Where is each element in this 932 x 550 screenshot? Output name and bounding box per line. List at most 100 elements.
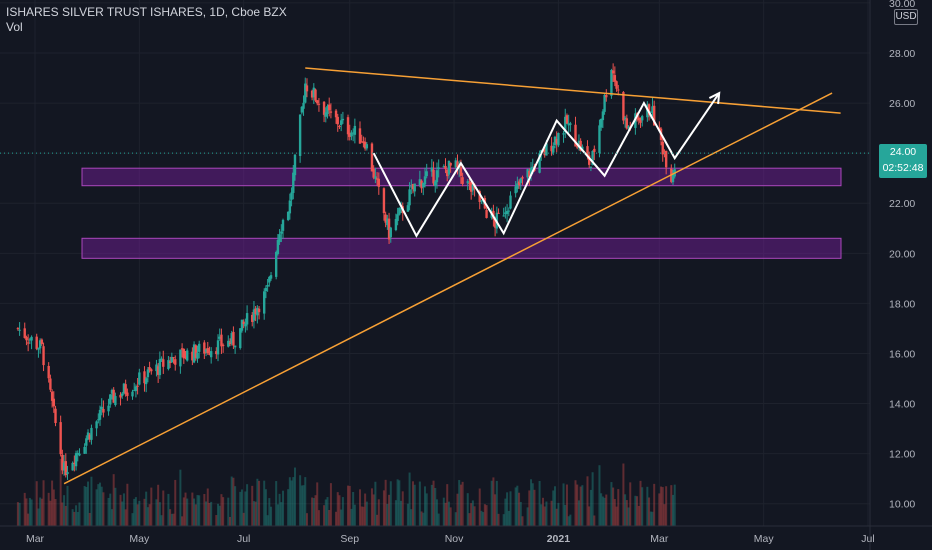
volume-bar	[526, 507, 529, 526]
candle-body	[564, 116, 567, 132]
volume-bar	[302, 485, 305, 526]
trendline[interactable]	[63, 92, 833, 485]
volume-bar	[158, 502, 161, 526]
candle-body	[567, 123, 570, 126]
trendlines	[63, 67, 841, 485]
volume-bar	[613, 499, 616, 526]
time-tick-label: Jul	[237, 533, 250, 545]
volume-bar	[288, 477, 291, 526]
volume-bar	[198, 495, 201, 526]
currency-label[interactable]: USD	[894, 9, 918, 25]
candle-body	[471, 184, 475, 191]
candle-body	[485, 210, 488, 218]
zigzag-pattern[interactable]	[372, 92, 721, 238]
volume-bar	[193, 498, 196, 526]
candle-body	[148, 367, 151, 370]
candle-body	[179, 349, 182, 367]
volume-bar	[95, 489, 98, 526]
candle-body	[386, 218, 389, 226]
candle-body	[167, 360, 170, 370]
volume-bar	[276, 504, 279, 526]
volume-bar	[268, 498, 271, 526]
volume-bar	[574, 480, 577, 526]
volume-bar	[555, 508, 558, 526]
volume-bar	[396, 479, 399, 526]
volume-bar	[186, 498, 189, 526]
volume-bar	[266, 515, 269, 526]
volume-bar	[270, 506, 273, 526]
candle-body	[254, 308, 257, 315]
candle-body	[326, 105, 329, 115]
volume-bar	[39, 497, 42, 526]
volume-bar	[191, 492, 194, 526]
support-zone[interactable]	[81, 237, 842, 259]
volume-bar	[314, 495, 317, 526]
candle-body	[83, 446, 86, 454]
volume-bar	[215, 515, 218, 526]
volume-bar	[352, 491, 355, 526]
candle-body	[232, 331, 235, 346]
candle-body	[336, 116, 339, 125]
volume-bar	[87, 481, 90, 526]
candle-body	[569, 123, 572, 125]
candle-body	[274, 252, 278, 277]
trendline[interactable]	[305, 67, 841, 114]
candle-body	[288, 200, 292, 214]
volume-bar	[466, 493, 469, 526]
volume-bar	[461, 481, 464, 526]
volume-bar	[18, 502, 21, 526]
volume-bar	[653, 483, 656, 526]
current-price: 24.00	[889, 146, 917, 159]
volume-bar	[30, 499, 33, 526]
candle-body	[324, 112, 327, 117]
candle-body	[410, 186, 413, 188]
candle-body	[528, 171, 531, 177]
volume-bar	[126, 483, 129, 526]
candle-body	[23, 328, 26, 338]
candle-body	[610, 70, 613, 96]
volume-bar	[136, 504, 139, 526]
candle-body	[245, 313, 249, 325]
candle-body	[469, 181, 473, 192]
candle-body	[360, 141, 363, 143]
candle-body	[312, 87, 316, 98]
volume-bar	[386, 503, 389, 526]
price-tick-label: 30.00	[889, 0, 915, 10]
time-tick-label: 2021	[547, 533, 571, 545]
volume-bar	[434, 487, 437, 526]
candle-body	[599, 118, 603, 128]
candle-body	[88, 434, 91, 440]
volume-bar	[305, 513, 308, 526]
candle-body	[114, 396, 117, 405]
candle-body	[577, 140, 581, 148]
candle-body	[627, 126, 630, 129]
candle-body	[239, 328, 242, 349]
volume-bar	[16, 502, 19, 526]
volume-bar	[239, 491, 242, 526]
candle-body	[478, 191, 481, 202]
candle-body	[375, 178, 379, 180]
volume-bar	[588, 506, 591, 526]
volume-bar	[148, 504, 151, 526]
volume-bar	[394, 500, 397, 526]
volume-bar	[610, 482, 613, 526]
candle-body	[423, 176, 427, 185]
candle-body	[521, 177, 524, 179]
volume-bar	[98, 482, 101, 526]
volume-bar	[54, 499, 57, 526]
volume-bar	[468, 513, 471, 526]
volume-bar	[324, 499, 327, 526]
volume-bar	[553, 486, 556, 526]
candle-body	[422, 182, 425, 188]
volume-bar	[254, 501, 257, 526]
volume-bar	[242, 512, 245, 526]
candle-body	[25, 337, 28, 341]
volume-bar	[353, 504, 356, 526]
volume-bar	[160, 515, 163, 526]
volume-bar	[358, 489, 361, 526]
candle-body	[466, 181, 469, 184]
volume-bar	[110, 509, 113, 526]
candle-body	[579, 140, 582, 151]
candle-body	[615, 81, 618, 89]
